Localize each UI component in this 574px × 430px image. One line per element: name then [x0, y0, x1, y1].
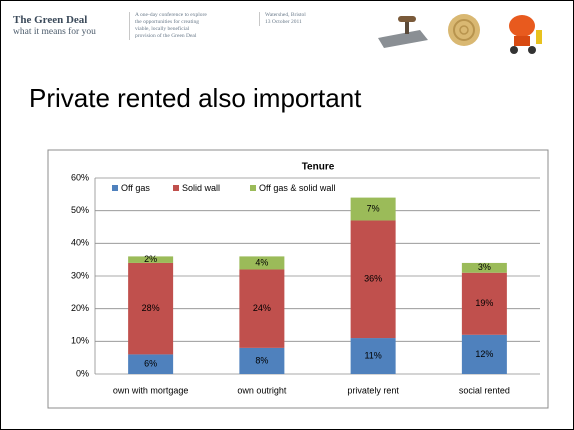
bar-segment: [128, 256, 174, 263]
data-label: 19%: [475, 298, 493, 308]
data-label: 8%: [255, 355, 268, 365]
x-tick-label: social rented: [459, 385, 510, 395]
legend-label: Off gas: [121, 183, 150, 193]
y-tick-label: 20%: [71, 303, 89, 313]
bar-segment: [461, 262, 507, 273]
bar-segment: [350, 220, 396, 339]
x-tick-label: privately rent: [347, 385, 399, 395]
bar-segment: [461, 272, 507, 335]
trowel-icon: [378, 16, 428, 48]
legend-label: Solid wall: [182, 183, 220, 193]
y-tick-label: 0%: [76, 368, 89, 378]
venue-line: Watershed, Bristol: [265, 12, 306, 18]
header-description: A one-day conference to explore the oppo…: [129, 12, 207, 40]
legend-swatch: [173, 185, 179, 191]
legend-swatch: [112, 185, 118, 191]
data-label: 28%: [142, 303, 160, 313]
data-label: 12%: [475, 349, 493, 359]
header-title: The Green Deal: [13, 14, 88, 26]
bar-segment: [350, 338, 396, 374]
chart-title: Tenure: [302, 162, 335, 173]
x-tick-label: own outright: [237, 385, 287, 395]
bar-segment: [461, 334, 507, 374]
bar-segment: [128, 262, 174, 355]
y-tick-label: 30%: [71, 270, 89, 280]
venue-line: 13 October 2011: [265, 19, 302, 25]
slide-title: Private rented also important: [29, 83, 362, 113]
bar-segment: [128, 354, 174, 374]
description-line: the opportunities for creating: [135, 19, 199, 25]
bar-segment: [239, 269, 285, 348]
y-tick-label: 50%: [71, 205, 89, 215]
description-line: A one-day conference to explore: [135, 12, 207, 18]
bar-segment: [239, 347, 285, 374]
description-line: viable, locally beneficial: [135, 26, 190, 32]
header-subtitle: what it means for you: [13, 27, 96, 37]
data-label: 6%: [144, 359, 157, 369]
data-label: 2%: [144, 254, 157, 264]
data-label: 4%: [255, 257, 268, 267]
data-label: 36%: [364, 274, 382, 284]
header-venue: Watershed, Bristol 13 October 2011: [259, 12, 306, 26]
mixer-icon: [509, 15, 542, 54]
y-tick-label: 10%: [71, 336, 89, 346]
bar-segment: [239, 256, 285, 270]
legend-swatch: [250, 185, 256, 191]
hay-icon: [448, 14, 480, 46]
y-tick-label: 40%: [71, 238, 89, 248]
data-label: 3%: [478, 262, 491, 272]
description-line: provision of the Green Deal: [135, 33, 197, 39]
data-label: 7%: [367, 203, 380, 213]
x-tick-label: own with mortgage: [113, 385, 189, 395]
legend-label: Off gas & solid wall: [259, 183, 335, 193]
bar-segment: [350, 197, 396, 221]
y-tick-label: 60%: [71, 172, 89, 182]
data-label: 24%: [253, 303, 271, 313]
data-label: 11%: [364, 350, 381, 360]
